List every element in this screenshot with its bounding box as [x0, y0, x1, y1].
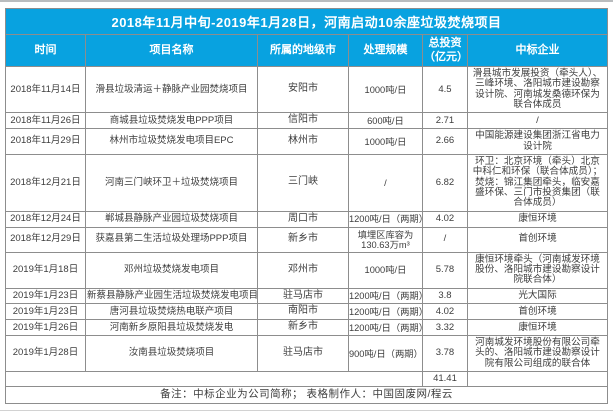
total-row-company-empty-cell — [466, 371, 609, 388]
projects-table: 2018年11月中旬-2019年1月28日，河南启动10余座垃圾焚烧项目 时间 … — [4, 8, 609, 404]
investment-cell: 2.71 — [421, 112, 468, 130]
investment-cell: 2.66 — [421, 128, 468, 155]
project-cell: 邓州垃圾焚烧发电项目 — [84, 251, 258, 289]
company-cell: 中国能源建设集团浙江省电力设计院 — [466, 128, 609, 155]
scale-cell: 1000吨/日 — [347, 251, 423, 289]
footnote-row: 备注：中标企业为公司简称； 表格制作人：中国固废网/程云 — [4, 386, 609, 404]
col-header-scale: 处理规模 — [347, 34, 423, 67]
city-cell: 安阳市 — [256, 65, 349, 114]
table-row: 2018年12月24日 郸城县静脉产业园垃圾焚烧项目 周口市 1200吨/日（两… — [4, 210, 609, 228]
date-cell: 2019年1月26日 — [4, 319, 86, 337]
col-header-investment: 总投资 （亿元） — [421, 34, 468, 67]
scale-cell: 600吨/日 — [347, 112, 423, 130]
investment-cell: 3.32 — [421, 319, 468, 337]
table-row: 2019年1月18日 邓州垃圾焚烧发电项目 邓州市 1000吨/日 5.78 康… — [4, 251, 609, 289]
investment-cell: 3.78 — [421, 335, 468, 373]
city-cell: 驻马店市 — [256, 335, 349, 373]
project-cell: 汝南县垃圾焚烧项目 — [84, 335, 258, 373]
city-cell: 新乡市 — [256, 319, 349, 337]
project-cell: 滑县垃圾清运＋静脉产业园焚烧项目 — [84, 65, 258, 114]
company-cell: 首创环境 — [466, 303, 609, 321]
project-cell: 新蔡县静脉产业园生活垃圾焚烧发电项目 — [84, 287, 258, 305]
table-row: 2019年1月26日 河南新乡原阳县垃圾焚烧发电 新乡市 1200吨/日（两期）… — [4, 319, 609, 337]
scale-cell: 900吨/日（两期） — [347, 335, 423, 373]
company-cell: / — [466, 112, 609, 130]
scale-cell: / — [347, 153, 423, 212]
table-row: 2018年11月26日 商城县垃圾焚烧发电PPP项目 信阳市 600吨/日 2.… — [4, 112, 609, 130]
date-cell: 2018年12月29日 — [4, 226, 86, 253]
date-cell: 2018年11月29日 — [4, 128, 86, 155]
total-row: 41.41 — [4, 371, 609, 388]
company-cell: 康恒环境 — [466, 319, 609, 337]
date-cell: 2019年1月28日 — [4, 335, 86, 373]
investment-cell: 4.02 — [421, 303, 468, 321]
investment-cell: 3.8 — [421, 287, 468, 305]
scale-cell: 1200吨/日（两期） — [347, 319, 428, 337]
total-investment-cell: 41.41 — [421, 371, 468, 388]
city-cell: 南阳市 — [256, 303, 349, 321]
company-cell: 滑县城市发展投资（牵头人）、三峰环境、洛阳城市建设勘察设计院、河南城发桑德环保为… — [466, 65, 609, 114]
scale-cell: 1000吨/日 — [347, 128, 423, 155]
city-cell: 三门峡 — [256, 153, 349, 212]
project-cell: 商城县垃圾焚烧发电PPP项目 — [84, 112, 258, 130]
col-header-winning-company: 中标企业 — [466, 34, 609, 67]
total-row-empty-cell — [4, 371, 423, 388]
investment-cell: / — [421, 226, 468, 253]
table-row: 2018年11月14日 滑县垃圾清运＋静脉产业园焚烧项目 安阳市 1000吨/日… — [4, 65, 609, 114]
date-cell: 2018年12月21日 — [4, 153, 86, 212]
date-cell: 2019年1月23日 — [4, 287, 86, 305]
col-header-time: 时间 — [4, 34, 86, 67]
table-row: 2019年1月23日 唐河县垃圾焚烧热电联产项目 南阳市 1200吨/日（两期）… — [4, 303, 609, 321]
city-cell: 周口市 — [256, 210, 349, 228]
scale-cell: 1200吨/日（两期） — [347, 303, 428, 321]
company-cell: 康恒环境 — [466, 210, 609, 228]
company-cell: 光大国际 — [466, 287, 609, 305]
date-cell: 2018年11月14日 — [4, 65, 86, 114]
table-row: 2019年1月23日 新蔡县静脉产业园生活垃圾焚烧发电项目 驻马店市 1200吨… — [4, 287, 609, 305]
project-cell: 郸城县静脉产业园垃圾焚烧项目 — [84, 210, 258, 228]
project-cell: 唐河县垃圾焚烧热电联产项目 — [84, 303, 258, 321]
table-row: 2019年1月28日 汝南县垃圾焚烧项目 驻马店市 900吨/日（两期） 3.7… — [4, 335, 609, 373]
date-cell: 2019年1月18日 — [4, 251, 86, 289]
company-cell: 康恒环境牵头（河南城发环境股份、洛阳城市建设勘察设计院联合体） — [466, 251, 609, 289]
project-cell: 河南三门峡环卫＋垃圾焚烧项目 — [84, 153, 258, 212]
table-title-row: 2018年11月中旬-2019年1月28日，河南启动10余座垃圾焚烧项目 — [4, 8, 609, 35]
footnote-cell: 备注：中标企业为公司简称； 表格制作人：中国固废网/程云 — [4, 386, 609, 404]
table-title: 2018年11月中旬-2019年1月28日，河南启动10余座垃圾焚烧项目 — [4, 8, 609, 35]
city-cell: 新乡市 — [256, 226, 349, 253]
col-header-city: 所属的地级市 — [256, 34, 349, 67]
scale-cell: 1000吨/日 — [347, 65, 423, 114]
company-cell: 河南城发环境股份有限公司牵头的、洛阳城市建设勘察设计院有限公司组成的联合体 — [466, 335, 609, 373]
city-cell: 驻马店市 — [256, 287, 349, 305]
investment-cell: 5.78 — [421, 251, 468, 289]
date-cell: 2019年1月23日 — [4, 303, 86, 321]
table-row: 2018年11月29日 林州市垃圾焚烧发电项目EPC 林州市 1000吨/日 2… — [4, 128, 609, 155]
project-cell: 林州市垃圾焚烧发电项目EPC — [84, 128, 258, 155]
table-row: 2018年12月21日 河南三门峡环卫＋垃圾焚烧项目 三门峡 / 6.82 环卫… — [4, 153, 609, 212]
table-row: 2018年12月29日 获嘉县第二生活垃圾处理场PPP项目 新乡市 填埋区库容为… — [4, 226, 609, 253]
city-cell: 邓州市 — [256, 251, 349, 289]
scale-cell: 填埋区库容为 130.63万m³ — [347, 226, 423, 253]
date-cell: 2018年11月26日 — [4, 112, 86, 130]
date-cell: 2018年12月24日 — [4, 210, 86, 228]
city-cell: 林州市 — [256, 128, 349, 155]
company-cell: 首创环境 — [466, 226, 609, 253]
project-cell: 获嘉县第二生活垃圾处理场PPP项目 — [84, 226, 258, 253]
investment-cell: 4.5 — [421, 65, 468, 114]
investment-cell: 6.82 — [421, 153, 468, 212]
city-cell: 信阳市 — [256, 112, 349, 130]
table-header-row: 时间 项目名称 所属的地级市 处理规模 总投资 （亿元） 中标企业 — [4, 34, 609, 67]
scale-cell: 1200吨/日（两期） — [347, 210, 428, 228]
project-cell: 河南新乡原阳县垃圾焚烧发电 — [84, 319, 258, 337]
investment-cell: 4.02 — [421, 210, 468, 228]
col-header-project-name: 项目名称 — [84, 34, 258, 67]
company-cell: 环卫：北京环境（牵头）北京中科仁和环保（联合体成员）；焚烧：锦江集团牵头，临安嘉… — [466, 153, 609, 212]
scale-cell: 1200吨/日（两期） — [347, 287, 428, 305]
